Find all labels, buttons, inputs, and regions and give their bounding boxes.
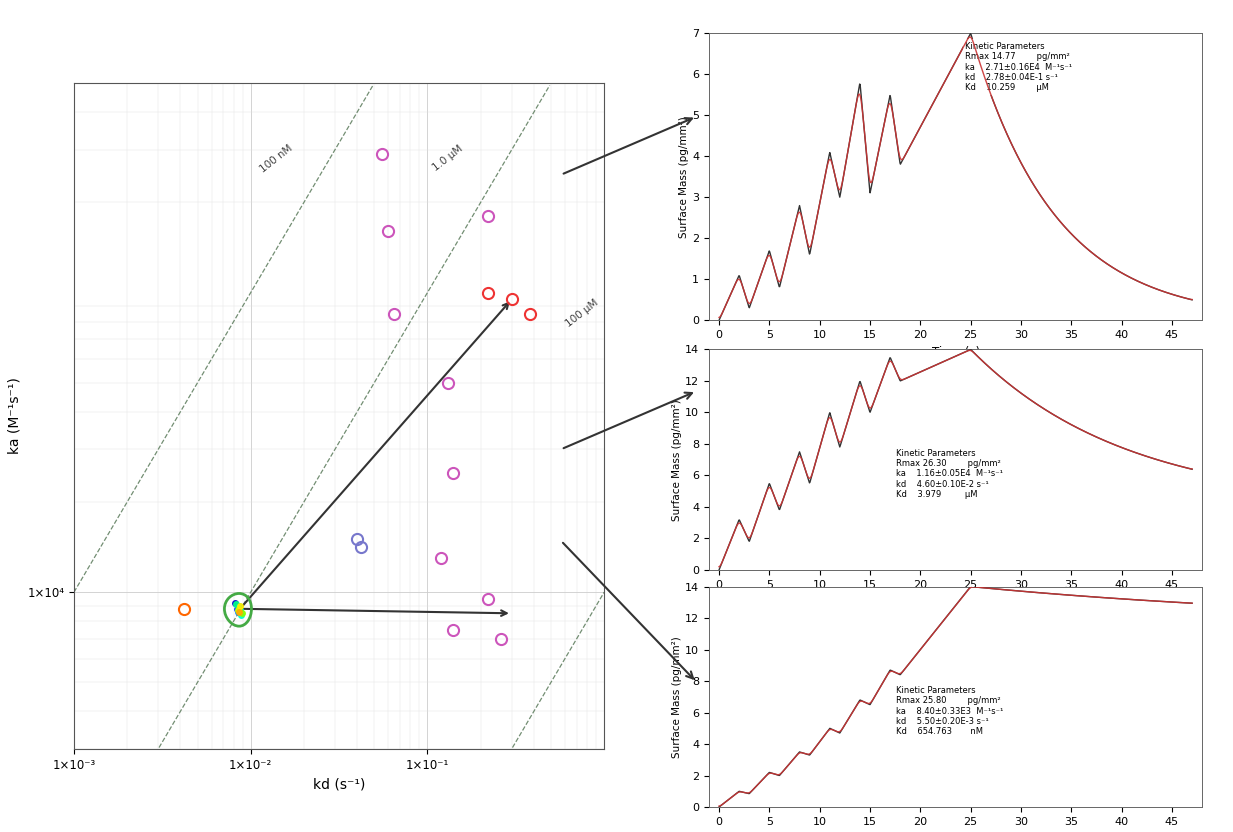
X-axis label: Time (s): Time (s) [931, 595, 980, 608]
Text: 100 nM: 100 nM [259, 143, 295, 175]
Text: Kinetic Parameters
Rmax 14.77        pg/mm²
ka    2.71±0.16E4  M⁻¹s⁻¹
kd    2.78: Kinetic Parameters Rmax 14.77 pg/mm² ka … [965, 42, 1073, 92]
Text: Kinetic Parameters
Rmax 26.30        pg/mm²
ka    1.16±0.05E4  M⁻¹s⁻¹
kd    4.60: Kinetic Parameters Rmax 26.30 pg/mm² ka … [896, 448, 1004, 499]
Y-axis label: ka (M⁻¹s⁻¹): ka (M⁻¹s⁻¹) [7, 378, 22, 454]
X-axis label: Time (s): Time (s) [931, 345, 980, 359]
X-axis label: kd (s⁻¹): kd (s⁻¹) [313, 777, 365, 791]
Y-axis label: Surface Mass (pg/mm²): Surface Mass (pg/mm²) [679, 116, 689, 238]
Text: Kinetic Parameters
Rmax 25.80        pg/mm²
ka    8.40±0.33E3  M⁻¹s⁻¹
kd    5.50: Kinetic Parameters Rmax 25.80 pg/mm² ka … [896, 686, 1004, 736]
Y-axis label: Surface Mass (pg/mm²): Surface Mass (pg/mm²) [672, 399, 682, 521]
Y-axis label: Surface Mass (pg/mm²): Surface Mass (pg/mm²) [672, 636, 682, 758]
Text: 100 μM: 100 μM [563, 298, 600, 329]
Text: 1.0 μM: 1.0 μM [430, 144, 465, 173]
